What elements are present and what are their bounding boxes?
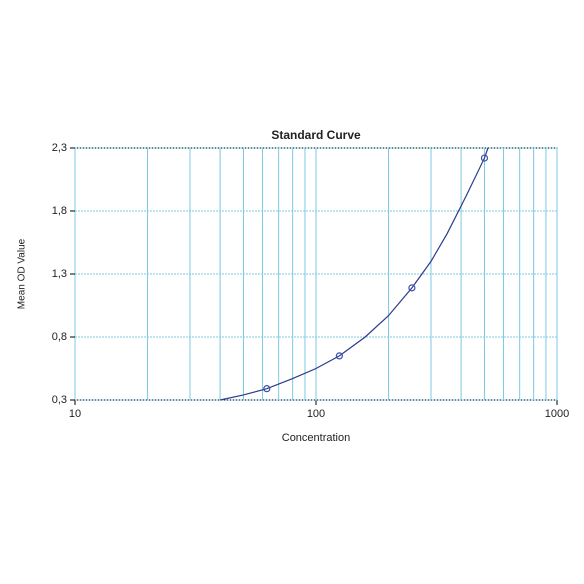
y-tick-label: 2,3 (52, 142, 67, 154)
y-tick-label: 1,3 (52, 268, 67, 280)
x-tick-label: 1000 (545, 408, 569, 420)
data-point (263, 385, 271, 393)
chart-title: Standard Curve (271, 128, 361, 142)
data-point (408, 284, 416, 292)
data-point (480, 154, 489, 162)
fit-curve (219, 147, 489, 401)
y-tick-label: 0,8 (52, 331, 67, 343)
y-axis-label: Mean OD Value (17, 238, 28, 309)
x-tick-label: 100 (307, 408, 325, 420)
x-axis-label: Concentration (282, 432, 351, 444)
y-tick-label: 0,3 (52, 394, 67, 406)
y-tick-label: 1,8 (52, 205, 67, 217)
data-point (335, 352, 343, 360)
x-tick-label: 10 (69, 408, 81, 420)
